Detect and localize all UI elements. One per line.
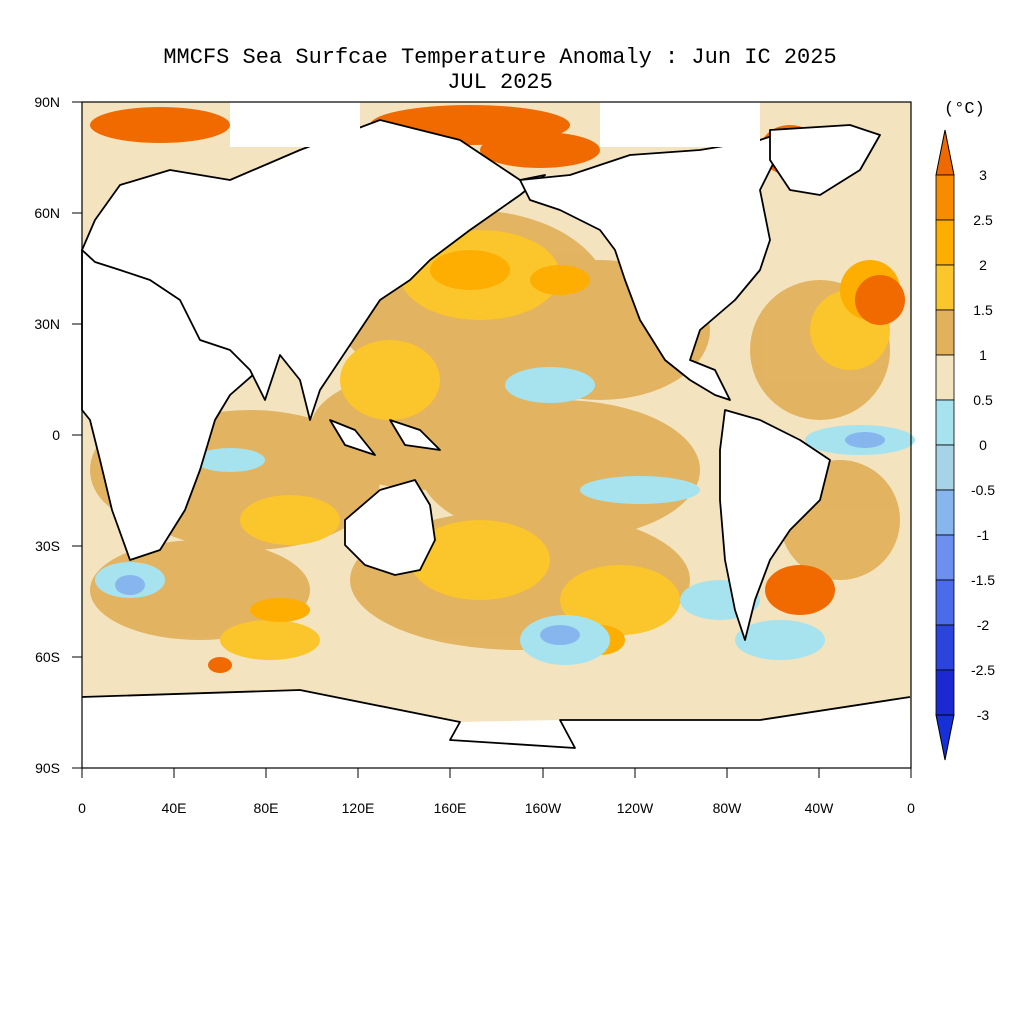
colorbar-segment	[935, 399, 955, 446]
lat-label-30n: 30N	[34, 316, 60, 332]
lat-label-60n: 60N	[34, 205, 60, 221]
colorbar-units: (°C)	[944, 100, 985, 119]
lat-label-90s: 90S	[35, 760, 60, 776]
lat-label-0: 0	[52, 427, 60, 443]
lon-label-40e: 40E	[161, 800, 187, 816]
lon-label-120e: 120E	[341, 800, 375, 816]
colorbar-segment	[935, 579, 955, 626]
lon-label-160w: 160W	[524, 800, 562, 816]
colorbar-label: 0	[979, 437, 987, 453]
colorbar-label: 2	[979, 257, 987, 273]
colorbar-segment	[935, 219, 955, 266]
lon-label-120w: 120W	[616, 800, 654, 816]
lon-label-0-east: 0	[907, 800, 915, 816]
colorbar-label: -0.5	[970, 482, 996, 498]
colorbar-top-arrow	[935, 129, 955, 176]
lon-label-80e: 80E	[253, 800, 279, 816]
colorbar	[935, 129, 955, 761]
ocean-anomaly-field	[81, 102, 915, 768]
colorbar-label: -3	[976, 707, 990, 723]
colorbar-segment	[935, 309, 955, 356]
colorbar-label: 1.5	[973, 302, 993, 318]
colorbar-segment	[935, 354, 955, 401]
colorbar-bottom-arrow	[935, 714, 955, 761]
colorbar-segment	[935, 444, 955, 491]
colorbar-label: 1	[979, 347, 987, 363]
colorbar-segment	[935, 534, 955, 581]
land-masses	[81, 119, 911, 768]
colorbar-label: -2	[976, 617, 990, 633]
axis-ticks	[72, 101, 912, 778]
lat-label-30s: 30S	[35, 538, 60, 554]
lat-label-90n: 90N	[34, 94, 60, 110]
lon-label-80w: 80W	[712, 800, 742, 816]
map-title: MMCFS Sea Surfcae Temperature Anomaly : …	[163, 45, 837, 70]
colorbar-label: -2.5	[970, 662, 996, 678]
colorbar-segment	[935, 669, 955, 716]
lon-label-0: 0	[78, 800, 86, 816]
colorbar-label: 2.5	[973, 212, 993, 228]
colorbar-segment	[935, 489, 955, 536]
colorbar-segment	[935, 624, 955, 671]
colorbar-segment	[935, 264, 955, 311]
colorbar-label: 3	[979, 167, 987, 183]
colorbar-label: 0.5	[973, 392, 993, 408]
colorbar-label: -1.5	[970, 572, 996, 588]
lon-label-40w: 40W	[804, 800, 834, 816]
lat-label-60s: 60S	[35, 649, 60, 665]
colorbar-label: -1	[976, 527, 990, 543]
map-subtitle: JUL 2025	[447, 70, 553, 95]
colorbar-segment	[935, 174, 955, 221]
lon-label-160e: 160E	[433, 800, 467, 816]
